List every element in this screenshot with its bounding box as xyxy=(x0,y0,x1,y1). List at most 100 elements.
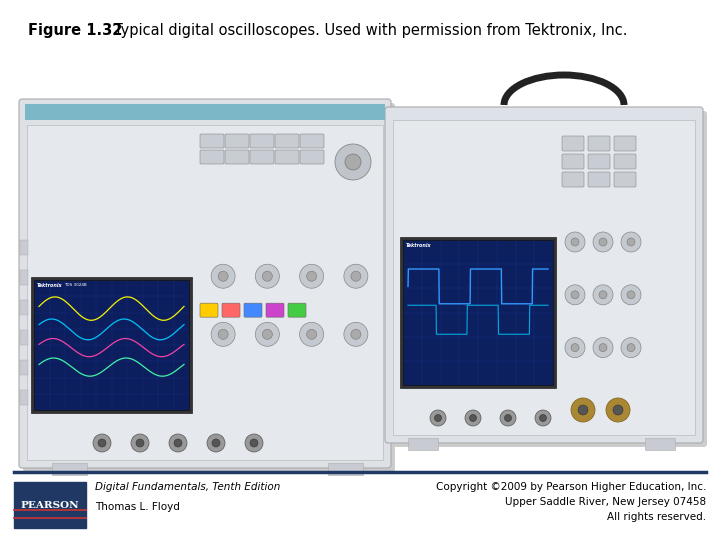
Bar xyxy=(20,300,28,315)
Bar xyxy=(20,270,28,285)
Circle shape xyxy=(174,439,182,447)
Circle shape xyxy=(505,415,511,422)
Circle shape xyxy=(256,264,279,288)
Circle shape xyxy=(218,271,228,281)
FancyBboxPatch shape xyxy=(588,172,610,187)
Circle shape xyxy=(344,264,368,288)
Circle shape xyxy=(300,322,323,346)
FancyBboxPatch shape xyxy=(19,99,391,468)
Circle shape xyxy=(211,322,235,346)
Bar xyxy=(52,463,87,475)
FancyBboxPatch shape xyxy=(385,107,703,443)
FancyBboxPatch shape xyxy=(389,111,707,447)
Circle shape xyxy=(613,405,623,415)
Circle shape xyxy=(169,434,187,452)
Circle shape xyxy=(606,398,630,422)
Bar xyxy=(14,482,86,528)
Bar xyxy=(27,125,383,460)
FancyBboxPatch shape xyxy=(200,150,224,164)
Text: Figure 1.32: Figure 1.32 xyxy=(28,23,122,37)
Circle shape xyxy=(593,232,613,252)
Text: Thomas L. Floyd: Thomas L. Floyd xyxy=(95,502,180,512)
FancyBboxPatch shape xyxy=(300,150,324,164)
Circle shape xyxy=(212,439,220,447)
Circle shape xyxy=(571,343,579,352)
Bar xyxy=(393,120,695,435)
Circle shape xyxy=(434,415,441,422)
FancyBboxPatch shape xyxy=(288,303,306,317)
Circle shape xyxy=(621,338,641,357)
FancyBboxPatch shape xyxy=(250,150,274,164)
Circle shape xyxy=(565,232,585,252)
Circle shape xyxy=(335,144,371,180)
FancyBboxPatch shape xyxy=(275,150,299,164)
Text: Typical digital oscilloscopes. Used with permission from Tektronix, Inc.: Typical digital oscilloscopes. Used with… xyxy=(100,23,628,37)
FancyBboxPatch shape xyxy=(562,154,584,169)
Circle shape xyxy=(136,439,144,447)
Bar xyxy=(400,237,556,388)
Text: TDS 3024B: TDS 3024B xyxy=(64,283,86,287)
Circle shape xyxy=(351,329,361,339)
Circle shape xyxy=(565,338,585,357)
FancyBboxPatch shape xyxy=(250,134,274,148)
Bar xyxy=(20,360,28,375)
Circle shape xyxy=(262,329,272,339)
Text: Digital Fundamentals, Tenth Edition: Digital Fundamentals, Tenth Edition xyxy=(95,482,280,492)
Circle shape xyxy=(599,238,607,246)
Circle shape xyxy=(627,343,635,352)
Text: Upper Saddle River, New Jersey 07458: Upper Saddle River, New Jersey 07458 xyxy=(505,497,706,507)
Bar xyxy=(645,438,675,450)
Bar xyxy=(20,240,28,255)
Bar xyxy=(34,280,189,410)
Circle shape xyxy=(593,285,613,305)
Circle shape xyxy=(593,338,613,357)
Circle shape xyxy=(300,264,323,288)
Circle shape xyxy=(571,238,579,246)
Text: Tektronix: Tektronix xyxy=(406,243,431,248)
Circle shape xyxy=(207,434,225,452)
Text: Tektronix: Tektronix xyxy=(37,283,63,288)
Circle shape xyxy=(98,439,106,447)
Circle shape xyxy=(256,322,279,346)
FancyBboxPatch shape xyxy=(275,134,299,148)
Circle shape xyxy=(627,238,635,246)
Text: PEARSON: PEARSON xyxy=(21,501,79,510)
Circle shape xyxy=(93,434,111,452)
Circle shape xyxy=(599,291,607,299)
FancyBboxPatch shape xyxy=(588,136,610,151)
Bar xyxy=(25,104,385,120)
Circle shape xyxy=(430,410,446,426)
Circle shape xyxy=(565,285,585,305)
Circle shape xyxy=(571,291,579,299)
FancyBboxPatch shape xyxy=(588,154,610,169)
FancyBboxPatch shape xyxy=(614,154,636,169)
Bar xyxy=(408,438,438,450)
Circle shape xyxy=(307,329,317,339)
Circle shape xyxy=(578,405,588,415)
Circle shape xyxy=(351,271,361,281)
Circle shape xyxy=(345,154,361,170)
Circle shape xyxy=(245,434,263,452)
FancyBboxPatch shape xyxy=(614,172,636,187)
Circle shape xyxy=(621,232,641,252)
Circle shape xyxy=(131,434,149,452)
Circle shape xyxy=(535,410,551,426)
Bar xyxy=(328,463,363,475)
FancyBboxPatch shape xyxy=(200,303,218,317)
Bar xyxy=(20,330,28,345)
FancyBboxPatch shape xyxy=(225,150,249,164)
Text: Copyright ©2009 by Pearson Higher Education, Inc.: Copyright ©2009 by Pearson Higher Educat… xyxy=(436,482,706,492)
Circle shape xyxy=(500,410,516,426)
FancyBboxPatch shape xyxy=(200,134,224,148)
Circle shape xyxy=(599,343,607,352)
Circle shape xyxy=(571,398,595,422)
FancyBboxPatch shape xyxy=(614,136,636,151)
Bar xyxy=(403,240,553,385)
FancyBboxPatch shape xyxy=(222,303,240,317)
Circle shape xyxy=(627,291,635,299)
FancyBboxPatch shape xyxy=(23,103,395,472)
Circle shape xyxy=(621,285,641,305)
Circle shape xyxy=(250,439,258,447)
Bar xyxy=(20,390,28,405)
Circle shape xyxy=(262,271,272,281)
